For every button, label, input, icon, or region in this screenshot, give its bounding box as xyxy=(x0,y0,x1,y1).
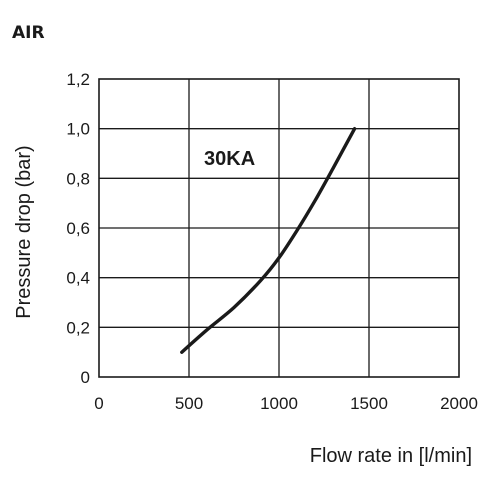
y-tick-label: 0,8 xyxy=(66,169,90,188)
x-tick-label: 1000 xyxy=(260,394,298,413)
x-tick-label: 0 xyxy=(94,394,103,413)
x-tick-label: 2000 xyxy=(440,394,478,413)
x-tick-label: 1500 xyxy=(350,394,388,413)
chart-heading: AIR xyxy=(12,23,45,43)
y-tick-labels: 0 0,2 0,4 0,6 0,8 1,0 1,2 xyxy=(66,70,90,387)
x-tick-label: 500 xyxy=(175,394,203,413)
y-axis-label: Pressure drop (bar) xyxy=(13,145,35,318)
y-tick-label: 0,4 xyxy=(66,269,90,288)
plot-border xyxy=(98,78,460,378)
x-axis-label: Flow rate in [l/min] xyxy=(310,445,472,467)
x-tick-labels: 0 500 1000 1500 2000 xyxy=(94,394,478,413)
y-tick-label: 1,0 xyxy=(66,120,90,139)
y-tick-label: 1,2 xyxy=(66,70,90,89)
series-layer xyxy=(180,126,357,354)
y-tick-label: 0,2 xyxy=(66,318,90,337)
series-line-30ka xyxy=(180,126,357,354)
y-tick-label: 0,6 xyxy=(66,219,90,238)
plot-frame xyxy=(98,78,460,378)
curve-annotation: 30KA xyxy=(204,148,255,170)
y-tick-label: 0 xyxy=(81,368,90,387)
grid xyxy=(99,79,459,377)
